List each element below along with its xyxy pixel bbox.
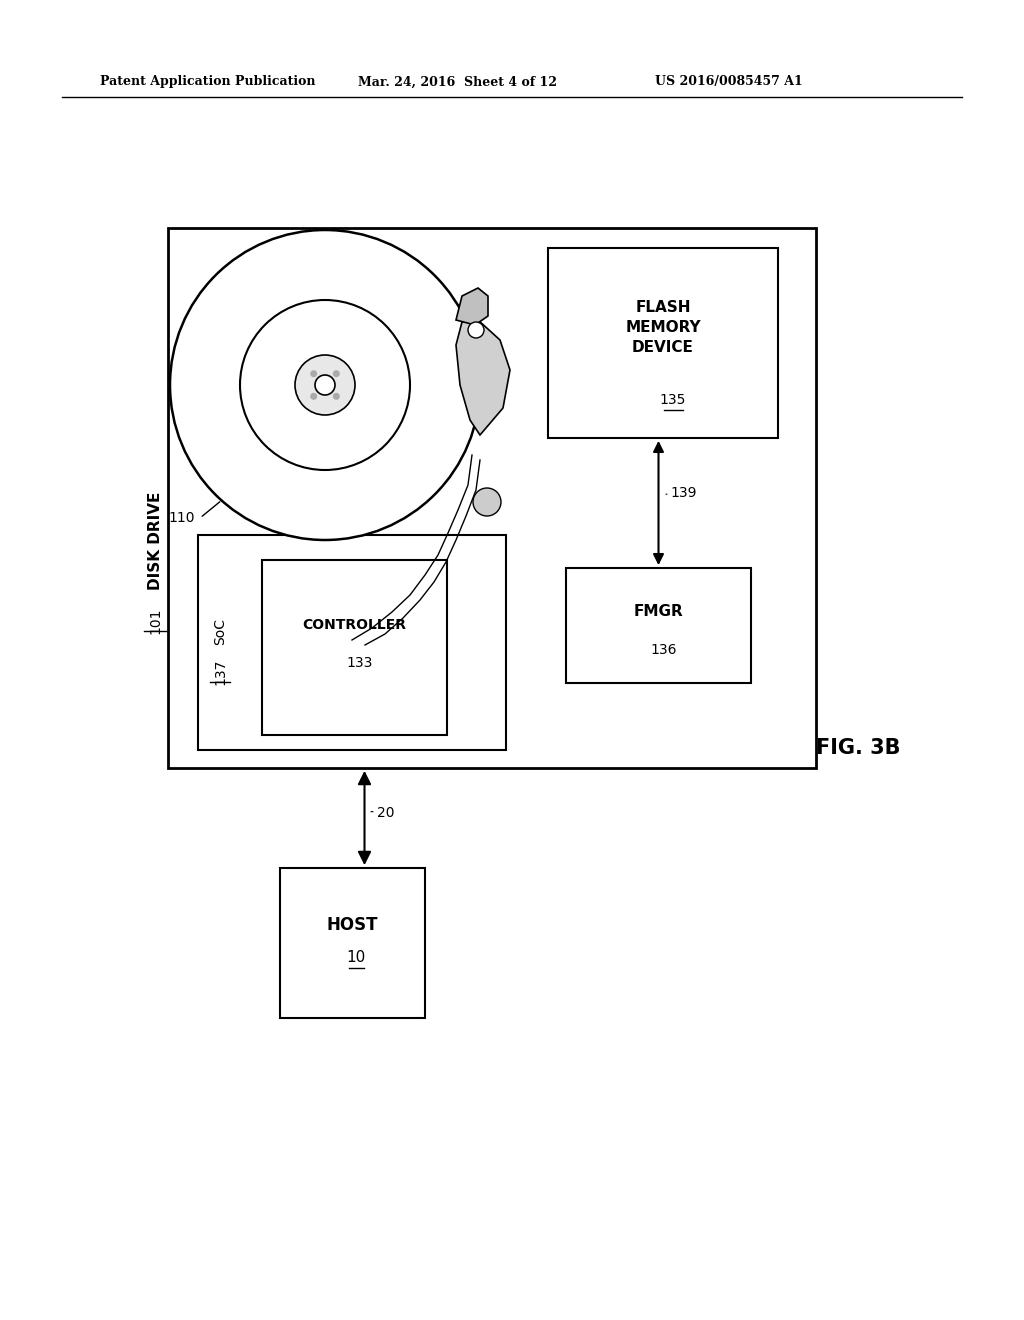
Circle shape — [473, 488, 501, 516]
Text: FMGR: FMGR — [634, 605, 683, 619]
Text: DISK DRIVE: DISK DRIVE — [147, 492, 163, 590]
Text: 136: 136 — [650, 643, 677, 657]
Text: SoC: SoC — [213, 618, 227, 645]
Text: 133: 133 — [346, 656, 373, 671]
Circle shape — [333, 393, 340, 400]
Text: 101: 101 — [148, 609, 162, 635]
Text: CONTROLLER: CONTROLLER — [302, 618, 407, 632]
Bar — [262, 560, 447, 735]
Bar — [198, 535, 506, 750]
Circle shape — [240, 300, 410, 470]
Text: 137: 137 — [213, 659, 227, 685]
Bar — [280, 869, 425, 1018]
Bar — [168, 228, 816, 768]
Circle shape — [315, 375, 335, 395]
Polygon shape — [456, 288, 488, 325]
Text: Mar. 24, 2016  Sheet 4 of 12: Mar. 24, 2016 Sheet 4 of 12 — [358, 75, 557, 88]
Text: 135: 135 — [659, 393, 686, 407]
Circle shape — [310, 370, 317, 378]
Circle shape — [170, 230, 480, 540]
Circle shape — [333, 370, 340, 378]
Circle shape — [295, 355, 355, 414]
Text: 20: 20 — [377, 807, 394, 820]
Bar — [548, 248, 778, 438]
Polygon shape — [456, 319, 510, 436]
Text: HOST: HOST — [327, 916, 378, 935]
Text: Patent Application Publication: Patent Application Publication — [100, 75, 315, 88]
Circle shape — [468, 322, 484, 338]
Text: FIG. 3B: FIG. 3B — [816, 738, 900, 758]
Text: 10: 10 — [346, 950, 366, 965]
Text: FLASH
MEMORY
DEVICE: FLASH MEMORY DEVICE — [626, 301, 700, 355]
Text: 139: 139 — [671, 486, 697, 500]
Bar — [566, 568, 751, 682]
Circle shape — [310, 393, 317, 400]
Text: US 2016/0085457 A1: US 2016/0085457 A1 — [655, 75, 803, 88]
Text: 110: 110 — [169, 511, 195, 525]
